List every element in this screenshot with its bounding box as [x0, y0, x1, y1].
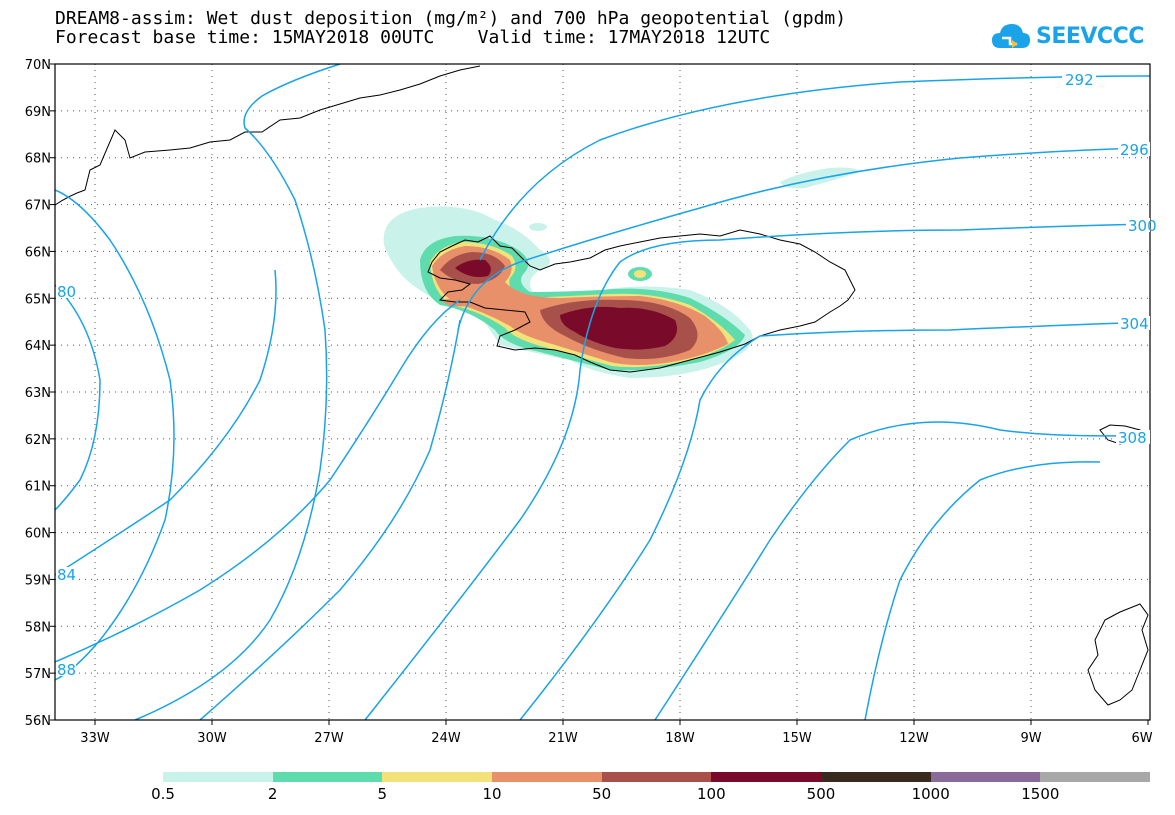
axis-ticks	[50, 63, 1149, 725]
legend-label: 5	[377, 785, 388, 803]
contour-288	[54, 299, 461, 663]
contour-312	[864, 461, 1101, 721]
longitude-labels: 33W 30W 27W 24W 21W 18W 15W 12W 9W 6W	[80, 731, 1152, 746]
lon-label: 21W	[548, 731, 578, 746]
lon-label: 12W	[899, 731, 929, 746]
lat-label: 67N	[25, 199, 51, 214]
lat-label: 58N	[25, 620, 51, 635]
legend-label: 0.5	[151, 785, 175, 803]
lat-label: 70N	[25, 58, 51, 73]
legend-swatch	[601, 772, 712, 782]
lon-label: 15W	[782, 731, 812, 746]
legend-label: 2	[267, 785, 278, 803]
cloud-icon	[992, 24, 1030, 48]
lat-label: 61N	[25, 480, 51, 495]
contour-276	[134, 63, 341, 721]
contour-label-84: 84	[57, 566, 76, 584]
contour-label-292: 292	[1065, 71, 1094, 89]
lat-label: 66N	[25, 245, 51, 260]
contour-label-304: 304	[1120, 315, 1149, 333]
geopotential-contours	[54, 63, 1151, 721]
legend-swatch	[711, 772, 822, 782]
lon-label: 27W	[314, 731, 344, 746]
contour-308	[654, 421, 1151, 721]
lat-label: 63N	[25, 386, 51, 401]
contour-280	[54, 189, 175, 681]
logo-text: SEEVCCC	[1036, 23, 1144, 49]
legend-swatch	[930, 772, 1041, 782]
contour-label-296: 296	[1120, 141, 1149, 159]
lon-label: 18W	[665, 731, 695, 746]
gridlines	[55, 64, 1150, 720]
coastlines	[54, 65, 1149, 706]
contour-labels: 292 296 300 304 308 80 84 88	[56, 71, 1157, 679]
lat-label: 69N	[25, 105, 51, 120]
contour-label-88: 88	[57, 661, 76, 679]
map-title: DREAM8-assim: Wet dust deposition (mg/m²…	[55, 8, 847, 29]
contour-292	[479, 75, 1151, 261]
legend-swatch	[492, 772, 602, 782]
iceland-coast	[427, 229, 856, 373]
legend-labels: 0.5 2 5 10 50 100 500 1000 1500	[0, 785, 1175, 805]
dust-deposition-shading	[383, 167, 860, 378]
seevccc-logo: SEEVCCC	[990, 14, 1160, 58]
legend-swatch	[382, 772, 493, 782]
map-subtitle: Forecast base time: 15MAY2018 00UTC Vali…	[55, 27, 771, 48]
legend-label: 100	[697, 785, 726, 803]
contour-304	[519, 321, 1151, 721]
lat-label: 59N	[25, 573, 51, 588]
legend-label: 10	[482, 785, 502, 803]
lon-label: 6W	[1131, 731, 1152, 746]
color-legend	[163, 772, 1151, 782]
contour-284	[54, 269, 277, 576]
legend-label: 50	[592, 785, 612, 803]
lat-label: 64N	[25, 339, 51, 354]
legend-label: 500	[806, 785, 836, 803]
contour-288b	[199, 319, 461, 721]
lat-label: 60N	[25, 527, 51, 542]
latitude-labels: 70N 69N 68N 67N 66N 65N 64N 63N 62N 61N 60N 59N 58N 5…	[25, 58, 51, 729]
lat-label: 65N	[25, 292, 51, 307]
lat-label: 62N	[25, 433, 51, 448]
lat-label: 56N	[25, 714, 51, 729]
lon-label: 33W	[80, 731, 110, 746]
contour-300	[364, 223, 1151, 721]
lon-label: 24W	[431, 731, 461, 746]
legend-label: 1500	[1021, 785, 1060, 803]
legend-swatch	[1040, 772, 1151, 782]
lat-label: 68N	[25, 152, 51, 167]
lon-label: 30W	[197, 731, 227, 746]
contour-280b	[54, 284, 101, 511]
legend-swatch	[272, 772, 383, 782]
legend-swatch	[821, 772, 931, 782]
contour-296	[457, 147, 1151, 331]
contour-label-308: 308	[1118, 429, 1147, 447]
contour-label-300: 300	[1128, 217, 1157, 235]
contour-label-80: 80	[57, 283, 76, 301]
lat-label: 57N	[25, 667, 51, 682]
greenland-coast	[54, 65, 481, 206]
legend-swatch	[163, 772, 273, 782]
scotland-coast	[1087, 603, 1149, 706]
lon-label: 9W	[1020, 731, 1041, 746]
legend-label: 1000	[911, 785, 950, 803]
